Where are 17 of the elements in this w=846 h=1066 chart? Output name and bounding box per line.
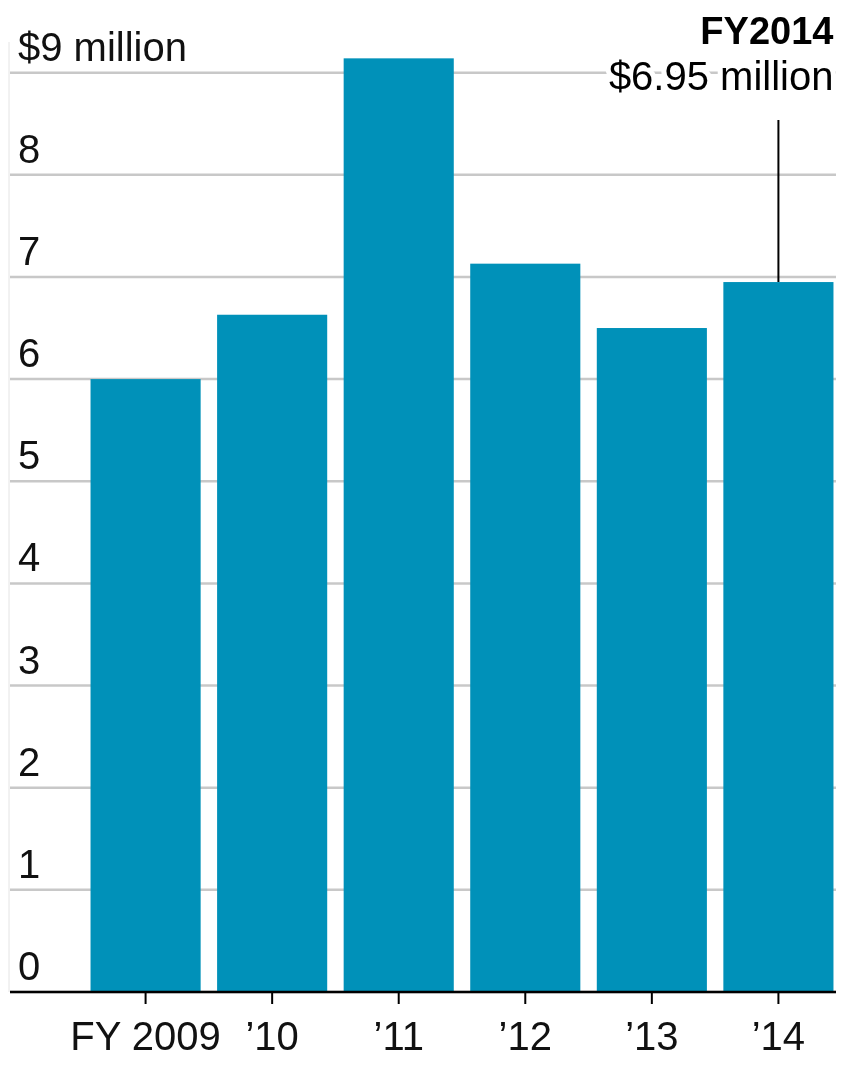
y-tick-label: 8	[18, 126, 41, 171]
annotation: FY2014 $6.95 million	[608, 10, 834, 98]
x-tick-label: ’14	[751, 1014, 806, 1058]
y-tick-label: $9 million	[18, 24, 187, 69]
x-tick-label: ’12	[498, 1014, 552, 1058]
x-tick-label: ’11	[373, 1014, 424, 1058]
y-tick-label: 4	[18, 535, 41, 580]
x-tick-label: ’10	[245, 1014, 299, 1058]
y-tick-label: 1	[18, 841, 41, 886]
y-tick-label: 6	[18, 331, 41, 376]
x-tick-label: FY 2009	[70, 1014, 221, 1058]
y-tick-label: 2	[18, 739, 41, 784]
x-tick-label: ’13	[625, 1014, 679, 1058]
y-tick-label: 7	[18, 228, 41, 273]
y-tick-label: 3	[18, 637, 41, 682]
y-tick-label: 5	[18, 433, 41, 478]
y-tick-label: 0	[18, 944, 41, 988]
